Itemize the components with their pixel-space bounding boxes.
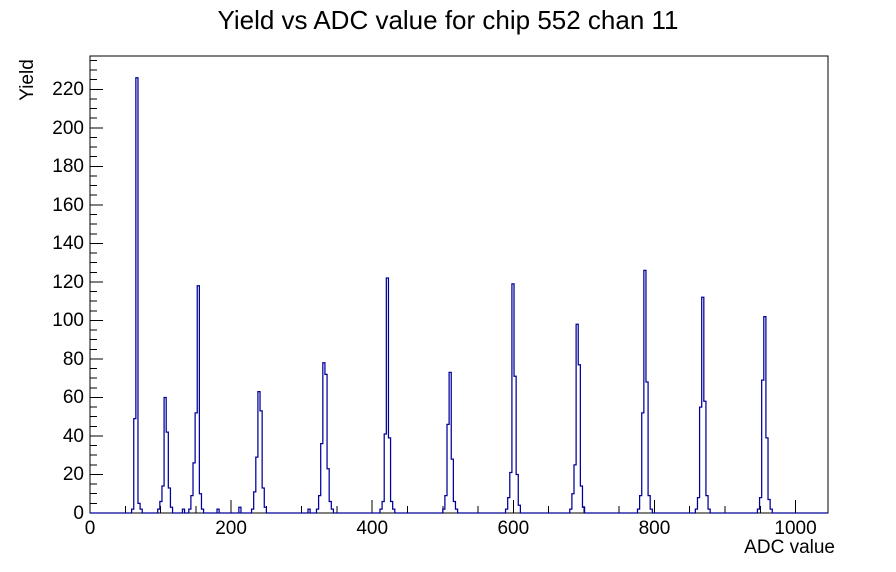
y-tick-label: 60 [62,387,84,409]
plot-frame [89,55,829,514]
y-tick-label: 140 [52,233,84,255]
y-tick-label: 160 [52,194,84,216]
y-tick-label: 120 [52,271,84,293]
chart-title: Yield vs ADC value for chip 552 chan 11 [217,5,679,35]
x-axis-title: ADC value [744,537,835,558]
x-tick-label: 600 [497,518,530,539]
y-tick-label: 20 [62,464,84,486]
x-tick-label: 400 [356,518,389,539]
x-tick-label: 1000 [774,518,817,539]
x-tick-label: 800 [638,518,671,539]
histogram-line [90,77,828,514]
y-tick-label: 100 [52,310,84,332]
y-tick-label: 40 [62,425,84,447]
x-tick-label: 0 [84,518,96,539]
x-tick-label: 200 [215,518,247,539]
y-tick-label: 220 [52,79,84,101]
y-tick-label: 80 [62,348,84,370]
y-tick-label: 180 [52,156,84,178]
y-tick-label: 200 [52,117,84,139]
y-tick-label: 0 [73,503,84,524]
